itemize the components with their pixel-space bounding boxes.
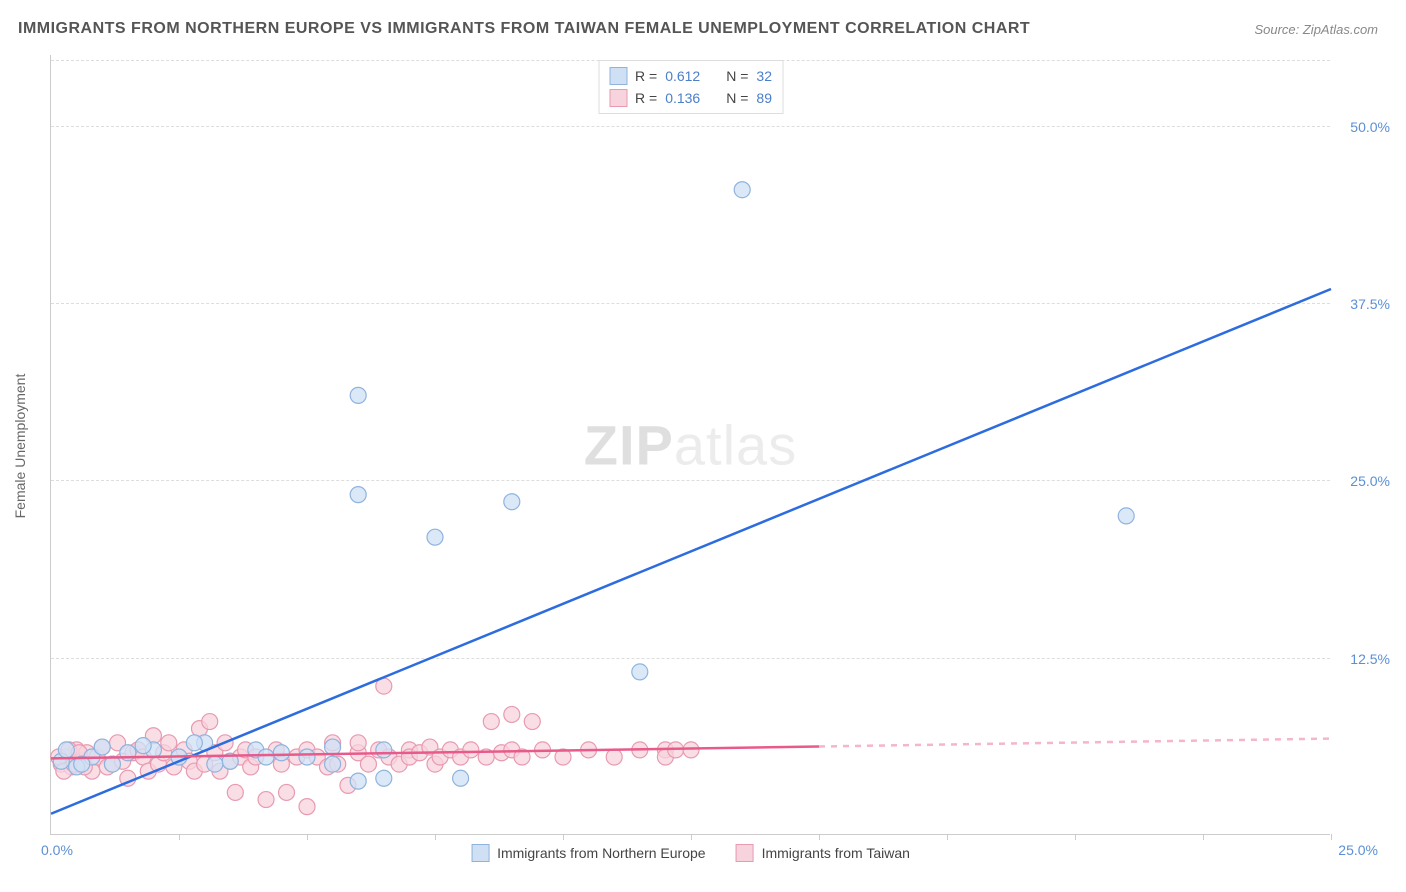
data-point	[299, 799, 315, 815]
data-point	[58, 742, 74, 758]
data-point	[524, 714, 540, 730]
legend-item-northern-europe: Immigrants from Northern Europe	[471, 844, 706, 862]
x-origin-label: 0.0%	[41, 842, 73, 858]
chart-title: IMMIGRANTS FROM NORTHERN EUROPE VS IMMIG…	[18, 20, 1030, 38]
legend-correlation: R = 0.612 N = 32 R = 0.136 N = 89	[598, 60, 783, 114]
data-point	[207, 756, 223, 772]
plot-svg	[51, 55, 1330, 834]
data-point	[483, 714, 499, 730]
data-point	[258, 749, 274, 765]
y-tick-label: 25.0%	[1350, 473, 1390, 489]
data-point	[350, 735, 366, 751]
data-point	[606, 749, 622, 765]
data-point	[186, 735, 202, 751]
data-point	[299, 749, 315, 765]
data-point	[360, 756, 376, 772]
source-attribution: Source: ZipAtlas.com	[1254, 22, 1378, 37]
data-point	[279, 784, 295, 800]
data-point	[350, 387, 366, 403]
legend-swatch-pink	[736, 844, 754, 862]
legend-item-taiwan: Immigrants from Taiwan	[736, 844, 910, 862]
legend-swatch-blue	[609, 67, 627, 85]
data-point	[1118, 508, 1134, 524]
legend-label: Immigrants from Taiwan	[762, 845, 910, 861]
data-point	[463, 742, 479, 758]
legend-swatch-pink	[609, 89, 627, 107]
plot-area: ZIPatlas 12.5%25.0%37.5%50.0% 0.0% 25.0%…	[50, 55, 1330, 835]
data-point	[325, 756, 341, 772]
n-label: N =	[726, 90, 748, 106]
n-value-2: 89	[756, 90, 772, 106]
y-axis-label: Female Unemployment	[12, 374, 28, 519]
legend-series: Immigrants from Northern Europe Immigran…	[471, 844, 910, 862]
legend-swatch-blue	[471, 844, 489, 862]
data-point	[350, 487, 366, 503]
data-point	[504, 706, 520, 722]
r-label: R =	[635, 90, 657, 106]
x-max-label: 25.0%	[1338, 842, 1378, 858]
r-value-1: 0.612	[665, 68, 700, 84]
data-point	[427, 529, 443, 545]
trend-line	[51, 289, 1331, 814]
data-point	[135, 738, 151, 754]
data-point	[734, 182, 750, 198]
r-label: R =	[635, 68, 657, 84]
data-point	[683, 742, 699, 758]
data-point	[632, 664, 648, 680]
legend-row-series-1: R = 0.612 N = 32	[609, 65, 772, 87]
legend-row-series-2: R = 0.136 N = 89	[609, 87, 772, 109]
data-point	[227, 784, 243, 800]
y-tick-label: 50.0%	[1350, 119, 1390, 135]
data-point	[202, 714, 218, 730]
data-point	[504, 494, 520, 510]
n-value-1: 32	[756, 68, 772, 84]
y-tick-label: 12.5%	[1350, 651, 1390, 667]
data-point	[350, 773, 366, 789]
data-point	[258, 792, 274, 808]
n-label: N =	[726, 68, 748, 84]
data-point	[273, 745, 289, 761]
data-point	[161, 735, 177, 751]
data-point	[94, 739, 110, 755]
y-tick-label: 37.5%	[1350, 296, 1390, 312]
data-point	[453, 770, 469, 786]
data-point	[376, 770, 392, 786]
data-point	[376, 742, 392, 758]
chart-container: IMMIGRANTS FROM NORTHERN EUROPE VS IMMIG…	[0, 0, 1406, 892]
r-value-2: 0.136	[665, 90, 700, 106]
data-point	[325, 739, 341, 755]
legend-label: Immigrants from Northern Europe	[497, 845, 706, 861]
trend-line-dashed	[819, 739, 1331, 747]
